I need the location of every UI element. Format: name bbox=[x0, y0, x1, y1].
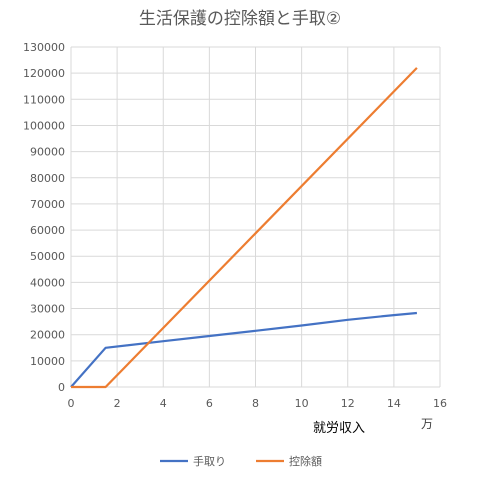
series-layer bbox=[70, 67, 418, 389]
y-tick-label: 120000 bbox=[23, 67, 65, 80]
y-tick-label: 110000 bbox=[23, 93, 65, 106]
x-tick-label: 4 bbox=[160, 397, 167, 410]
y-tick-label: 10000 bbox=[30, 355, 65, 368]
legend-label: 手取り bbox=[193, 454, 226, 468]
x-tick-label: 12 bbox=[341, 397, 355, 410]
x-tick-label: 10 bbox=[295, 397, 309, 410]
y-tick-label: 20000 bbox=[30, 329, 65, 342]
x-tick-label: 8 bbox=[252, 397, 259, 410]
x-tick-label: 14 bbox=[387, 397, 401, 410]
legend-label: 控除額 bbox=[289, 454, 322, 468]
x-tick-label: 2 bbox=[114, 397, 121, 410]
series-line-1 bbox=[70, 311, 418, 388]
y-tick-label: 40000 bbox=[30, 276, 65, 289]
y-tick-label: 100000 bbox=[23, 119, 65, 132]
x-tick-label: 0 bbox=[68, 397, 75, 410]
y-axis-ticks: 0 10000 20000 30000 40000 50000 60000 70000 8000… bbox=[23, 41, 65, 394]
y-tick-label: 80000 bbox=[30, 172, 65, 185]
y-tick-label: 130000 bbox=[23, 41, 65, 54]
x-tick-label: 16 bbox=[433, 397, 447, 410]
y-tick-label: 60000 bbox=[30, 224, 65, 237]
x-tick-label: 6 bbox=[206, 397, 213, 410]
y-tick-label: 0 bbox=[58, 381, 65, 394]
y-tick-label: 70000 bbox=[30, 198, 65, 211]
y-tick-label: 90000 bbox=[30, 146, 65, 159]
chart-title: 生活保護の控除額と手取② bbox=[139, 9, 341, 29]
series-line-2 bbox=[71, 67, 418, 389]
y-tick-label: 30000 bbox=[30, 303, 65, 316]
x-axis-ticks: 0 2 4 6 8 10 12 14 16 bbox=[68, 397, 448, 410]
grid-lines bbox=[70, 46, 441, 388]
x-axis-label: 就労収入 bbox=[313, 421, 365, 436]
y-tick-label: 50000 bbox=[30, 250, 65, 263]
legend: 手取り 控除額 bbox=[160, 454, 322, 468]
x-axis-unit: 万 bbox=[421, 417, 433, 431]
